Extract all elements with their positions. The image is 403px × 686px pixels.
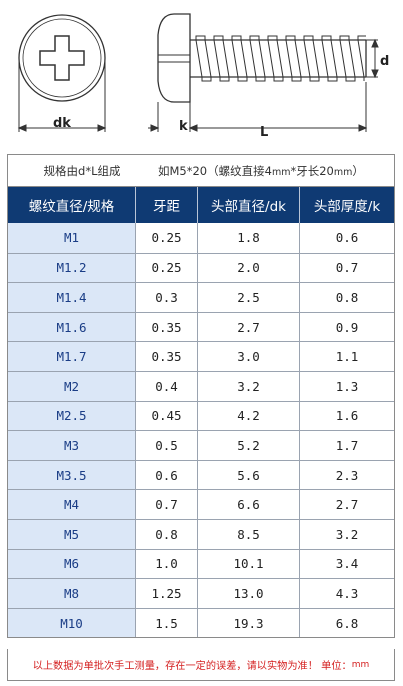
- head-thickness-cell: 4.3: [300, 579, 394, 608]
- thread-pattern: [195, 35, 366, 82]
- footer-unit: mm: [351, 659, 370, 670]
- L-label: L: [260, 125, 269, 140]
- table-row: M1.6 0.35 2.7 0.9: [8, 311, 394, 342]
- table-row: M4 0.7 6.6 2.7: [8, 489, 394, 519]
- header-head-diameter: 头部直径/dk: [198, 187, 300, 223]
- table-row: M5 0.8 8.5 3.2: [8, 518, 394, 549]
- pitch-cell: 1.5: [136, 608, 198, 638]
- dk-label: dk: [53, 116, 71, 131]
- table-row: M2.5 0.45 4.2 1.6: [8, 400, 394, 431]
- head-diameter-cell: 1.8: [198, 223, 300, 253]
- head-diameter-cell: 6.6: [198, 490, 300, 519]
- d-dimension: [366, 38, 379, 79]
- table-row: M3.5 0.6 5.6 2.3: [8, 459, 394, 490]
- table-header: 螺纹直径/规格 牙距 头部直径/dk 头部厚度/k: [8, 187, 394, 223]
- spec-cell: M4: [8, 490, 136, 519]
- head-diameter-cell: 3.0: [198, 342, 300, 371]
- k-label: k: [179, 119, 188, 134]
- footer-note: 以上数据为单批次手工测量，存在一定的误差，请以实物为准！ 单位： mm: [7, 649, 395, 681]
- spec-cell: M8: [8, 579, 136, 608]
- note-right: 如M5*20（螺纹直接4mm*牙长20mm）: [156, 163, 394, 179]
- note-unit-2: mm: [333, 166, 353, 178]
- note-right-main: 如M5*20（螺纹直接4: [158, 163, 272, 178]
- pitch-cell: 0.25: [136, 223, 198, 253]
- spec-cell: M6: [8, 549, 136, 579]
- spec-table: 规格由d*L组成 如M5*20（螺纹直接4mm*牙长20mm） 螺纹直径/规格 …: [7, 154, 395, 639]
- footer-text: 以上数据为单批次手工测量，存在一定的误差，请以实物为准！ 单位：: [32, 661, 352, 672]
- screw-drawing: dk k L d: [0, 0, 403, 150]
- head-thickness-cell: 6.8: [300, 608, 394, 638]
- table-row: M8 1.25 13.0 4.3: [8, 578, 394, 608]
- head-thickness-cell: 1.7: [300, 431, 394, 460]
- table-row: M10 1.5 19.3 6.8: [8, 607, 394, 638]
- pitch-cell: 1.0: [136, 549, 198, 579]
- table-row: M1.4 0.3 2.5 0.8: [8, 282, 394, 312]
- spec-cell: M1.2: [8, 253, 136, 283]
- head-thickness-cell: 0.8: [300, 283, 394, 312]
- head-diameter-cell: 2.7: [198, 312, 300, 342]
- head-thickness-cell: 0.9: [300, 312, 394, 342]
- pitch-cell: 0.25: [136, 253, 198, 283]
- head-thickness-cell: 1.6: [300, 401, 394, 431]
- pitch-cell: 0.35: [136, 312, 198, 342]
- head-thickness-cell: 1.1: [300, 342, 394, 371]
- table-row: M3 0.5 5.2 1.7: [8, 430, 394, 460]
- pitch-cell: 0.3: [136, 283, 198, 312]
- header-pitch: 牙距: [136, 187, 198, 223]
- table-row: M6 1.0 10.1 3.4: [8, 548, 394, 579]
- d-label: d: [380, 54, 390, 69]
- pitch-cell: 0.35: [136, 342, 198, 371]
- note-unit-1: mm: [271, 166, 291, 178]
- head-diameter-cell: 5.6: [198, 460, 300, 490]
- note-row: 规格由d*L组成 如M5*20（螺纹直接4mm*牙长20mm）: [8, 155, 394, 187]
- screw-diagram: [17, 13, 379, 132]
- table-row: M1 0.25 1.8 0.6: [8, 223, 394, 253]
- pitch-cell: 0.4: [136, 371, 198, 401]
- head-diameter-cell: 4.2: [198, 401, 300, 431]
- pitch-cell: 0.45: [136, 401, 198, 431]
- pitch-cell: 0.5: [136, 431, 198, 460]
- table-body: M1 0.25 1.8 0.6 M1.2 0.25 2.0 0.7 M1.4 0.3 2.5 0.8 M…: [8, 223, 394, 638]
- spec-cell: M2: [8, 371, 136, 401]
- header-head-thickness: 头部厚度/k: [313, 199, 381, 215]
- spec-cell: M1.7: [8, 342, 136, 371]
- spec-cell: M1.4: [8, 283, 136, 312]
- head-thickness-cell: 2.7: [300, 490, 394, 519]
- head-diameter-cell: 19.3: [198, 608, 300, 638]
- head-diameter-cell: 8.5: [198, 519, 300, 549]
- head-diameter-cell: 2.0: [198, 253, 300, 283]
- spec-cell: M3: [8, 431, 136, 460]
- spec-cell: M3.5: [8, 460, 136, 490]
- head-diameter-cell: 13.0: [198, 579, 300, 608]
- note-right-mid: *牙长20: [290, 163, 334, 178]
- spec-cell: M1: [8, 223, 136, 253]
- head-diameter-cell: 5.2: [198, 431, 300, 460]
- spec-cell: M5: [8, 519, 136, 549]
- head-thickness-cell: 2.3: [300, 460, 394, 490]
- k-L-dimension: [148, 82, 368, 132]
- spec-cell: M1.6: [8, 312, 136, 342]
- pitch-cell: 1.25: [136, 579, 198, 608]
- table-row: M2 0.4 3.2 1.3: [8, 370, 394, 401]
- head-thickness-cell: 3.2: [300, 519, 394, 549]
- table-row: M1.2 0.25 2.0 0.7: [8, 252, 394, 283]
- spec-cell: M10: [8, 608, 136, 638]
- head-top-view: [18, 14, 106, 102]
- head-diameter-cell: 3.2: [198, 371, 300, 401]
- note-left: 规格由d*L组成: [43, 163, 121, 178]
- head-thickness-cell: 0.7: [300, 253, 394, 283]
- pitch-cell: 0.6: [136, 460, 198, 490]
- note-right-end: ）: [352, 163, 364, 178]
- spec-cell: M2.5: [8, 401, 136, 431]
- pitch-cell: 0.7: [136, 490, 198, 519]
- pitch-cell: 0.8: [136, 519, 198, 549]
- dk-dimension: [17, 60, 107, 132]
- head-thickness-cell: 0.6: [300, 223, 394, 253]
- header-thread-diameter: 螺纹直径/规格: [8, 187, 136, 223]
- head-diameter-cell: 10.1: [198, 549, 300, 579]
- table-row: M1.7 0.35 3.0 1.1: [8, 341, 394, 371]
- head-diameter-cell: 2.5: [198, 283, 300, 312]
- head-thickness-cell: 3.4: [300, 549, 394, 579]
- head-thickness-cell: 1.3: [300, 371, 394, 401]
